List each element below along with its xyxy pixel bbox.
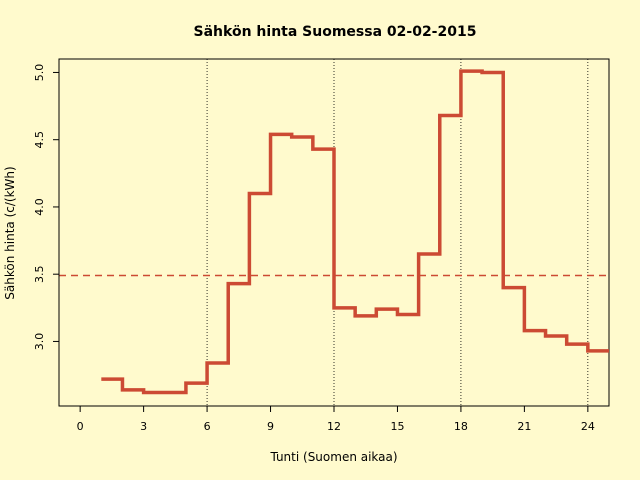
hour-separator-lines: [206, 59, 589, 406]
chart-title: Sähkön hinta Suomessa 02-02-2015: [194, 24, 477, 40]
y-axis: 3.0 3.5 4.0 4.5 5.0: [33, 64, 60, 351]
y-tick-label-5: 5.0: [33, 64, 46, 82]
x-tick-label-6: 6: [204, 420, 211, 433]
x-axis-label: Tunti (Suomen aikaa): [269, 450, 397, 464]
price-step-line: [101, 69, 609, 395]
y-axis-label: Sähkön hinta (c/(kWh): [3, 166, 17, 299]
y-tick-label-4.5: 4.5: [33, 131, 46, 149]
y-tick-label-3: 3.0: [33, 333, 46, 351]
x-tick-label-9: 9: [267, 420, 274, 433]
x-tick-label-0: 0: [77, 420, 84, 433]
x-axis: 0 3 6 9 12 15 18 21 24: [77, 405, 595, 433]
x-tick-label-12: 12: [327, 420, 341, 433]
x-tick-label-15: 15: [390, 420, 404, 433]
y-tick-label-4: 4.0: [33, 198, 46, 216]
x-tick-label-18: 18: [454, 420, 468, 433]
x-tick-label-3: 3: [140, 420, 147, 433]
x-tick-label-24: 24: [581, 420, 595, 433]
x-tick-label-21: 21: [517, 420, 531, 433]
y-tick-label-3.5: 3.5: [33, 265, 46, 283]
